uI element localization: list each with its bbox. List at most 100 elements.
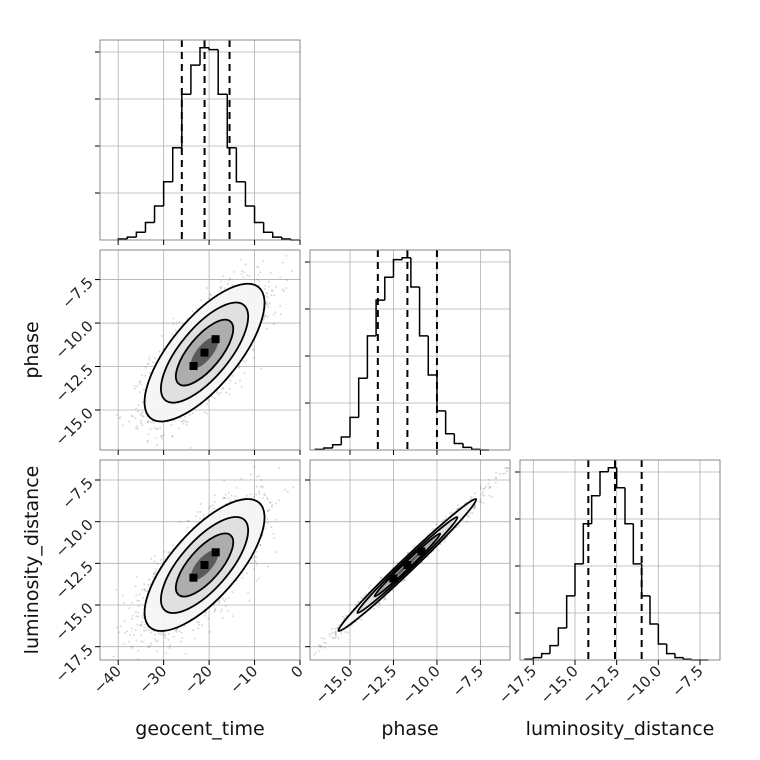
contour-line-clip-1-0-0 bbox=[143, 282, 266, 423]
sample-point bbox=[259, 486, 262, 488]
sample-point bbox=[171, 333, 174, 336]
sample-point bbox=[286, 490, 289, 493]
sample-point bbox=[123, 620, 126, 623]
sample-point bbox=[285, 254, 288, 257]
sample-point bbox=[224, 493, 227, 496]
sample-point bbox=[156, 444, 158, 446]
sample-point bbox=[153, 560, 156, 563]
sample-point bbox=[141, 414, 144, 417]
sample-point bbox=[267, 280, 270, 283]
sample-point bbox=[137, 410, 139, 413]
sample-point bbox=[209, 294, 212, 297]
sample-point bbox=[181, 420, 184, 423]
sample-point bbox=[279, 276, 282, 279]
sample-point bbox=[160, 335, 163, 337]
sample-point bbox=[154, 568, 157, 571]
sample-point bbox=[266, 327, 268, 330]
sample-point bbox=[248, 599, 251, 602]
sample-point bbox=[204, 611, 207, 614]
sample-point bbox=[146, 439, 149, 442]
sample-point bbox=[175, 628, 178, 631]
hist-bin-geocent-time-11 bbox=[217, 49, 228, 96]
sample-point bbox=[134, 387, 137, 390]
sample-point bbox=[136, 623, 139, 626]
sample-point bbox=[188, 413, 191, 416]
sample-point bbox=[146, 440, 149, 443]
sample-point bbox=[184, 420, 187, 423]
sample-point bbox=[253, 465, 256, 468]
sample-point bbox=[197, 510, 199, 513]
sample-point bbox=[148, 646, 151, 649]
frame-hist-geocent-time bbox=[99, 39, 301, 241]
sample-point bbox=[128, 420, 131, 423]
sample-point bbox=[160, 437, 163, 440]
sample-point bbox=[302, 223, 304, 225]
hist-bin-phase-15 bbox=[444, 410, 455, 435]
sample-point bbox=[279, 304, 282, 307]
sample-point bbox=[186, 421, 189, 423]
sample-point bbox=[146, 363, 149, 365]
sample-point bbox=[147, 420, 149, 423]
hist-bin-phase-16 bbox=[453, 433, 464, 445]
sample-point bbox=[227, 596, 230, 599]
sample-point bbox=[257, 273, 260, 276]
sample-point bbox=[223, 479, 226, 482]
sample-point bbox=[268, 302, 271, 305]
sample-point bbox=[144, 628, 147, 631]
sample-point bbox=[171, 435, 174, 438]
sample-point bbox=[144, 365, 147, 368]
sample-point bbox=[155, 437, 158, 440]
sample-point bbox=[182, 422, 185, 425]
sample-point bbox=[171, 544, 174, 547]
sample-point bbox=[136, 385, 139, 388]
sample-point bbox=[164, 633, 166, 636]
sample-point bbox=[116, 470, 118, 472]
sample-point bbox=[179, 640, 182, 643]
sample-point bbox=[250, 561, 253, 564]
sample-point bbox=[212, 507, 215, 510]
sample-point bbox=[252, 356, 255, 359]
sample-point bbox=[213, 494, 216, 497]
sample-point bbox=[135, 427, 137, 430]
hist-bin-luminosity-distance-10 bbox=[607, 466, 617, 472]
sample-point bbox=[181, 637, 184, 639]
sample-point bbox=[154, 633, 157, 636]
hist-bin-phase-10 bbox=[401, 256, 411, 260]
sample-point bbox=[93, 432, 95, 434]
sample-point bbox=[208, 297, 211, 300]
sample-point bbox=[159, 427, 162, 430]
sample-point bbox=[290, 270, 293, 273]
hist-bin-luminosity-distance-13 bbox=[632, 523, 642, 565]
sample-point bbox=[242, 360, 245, 362]
hist-bin-phase-12 bbox=[418, 287, 429, 337]
sample-point bbox=[165, 652, 167, 655]
hist-bin-phase-5 bbox=[357, 377, 368, 418]
sample-point bbox=[213, 610, 216, 613]
sample-point bbox=[159, 632, 162, 635]
sample-point bbox=[163, 550, 166, 553]
sample-point bbox=[140, 623, 143, 626]
hist-bin-phase-7 bbox=[375, 299, 385, 336]
sample-point bbox=[175, 630, 178, 633]
sample-point bbox=[256, 265, 259, 268]
hist-bin-geocent-time-2 bbox=[135, 231, 146, 238]
sample-point bbox=[274, 551, 277, 554]
sample-point bbox=[167, 551, 170, 554]
sample-point bbox=[273, 536, 276, 539]
sample-point bbox=[137, 649, 140, 652]
sample-point bbox=[269, 501, 272, 504]
sample-point bbox=[275, 502, 277, 505]
sample-point bbox=[143, 629, 146, 632]
sample-point bbox=[244, 263, 247, 266]
sample-point bbox=[193, 637, 196, 640]
sample-point bbox=[185, 424, 188, 426]
sample-point bbox=[119, 625, 122, 628]
sample-point bbox=[261, 485, 264, 488]
sample-point bbox=[214, 608, 217, 610]
sample-point bbox=[149, 583, 152, 586]
sample-point bbox=[263, 288, 266, 291]
hist-bin-phase-2 bbox=[331, 444, 342, 449]
sample-point bbox=[195, 307, 198, 310]
sample-point bbox=[136, 427, 139, 430]
sample-point bbox=[268, 508, 271, 511]
